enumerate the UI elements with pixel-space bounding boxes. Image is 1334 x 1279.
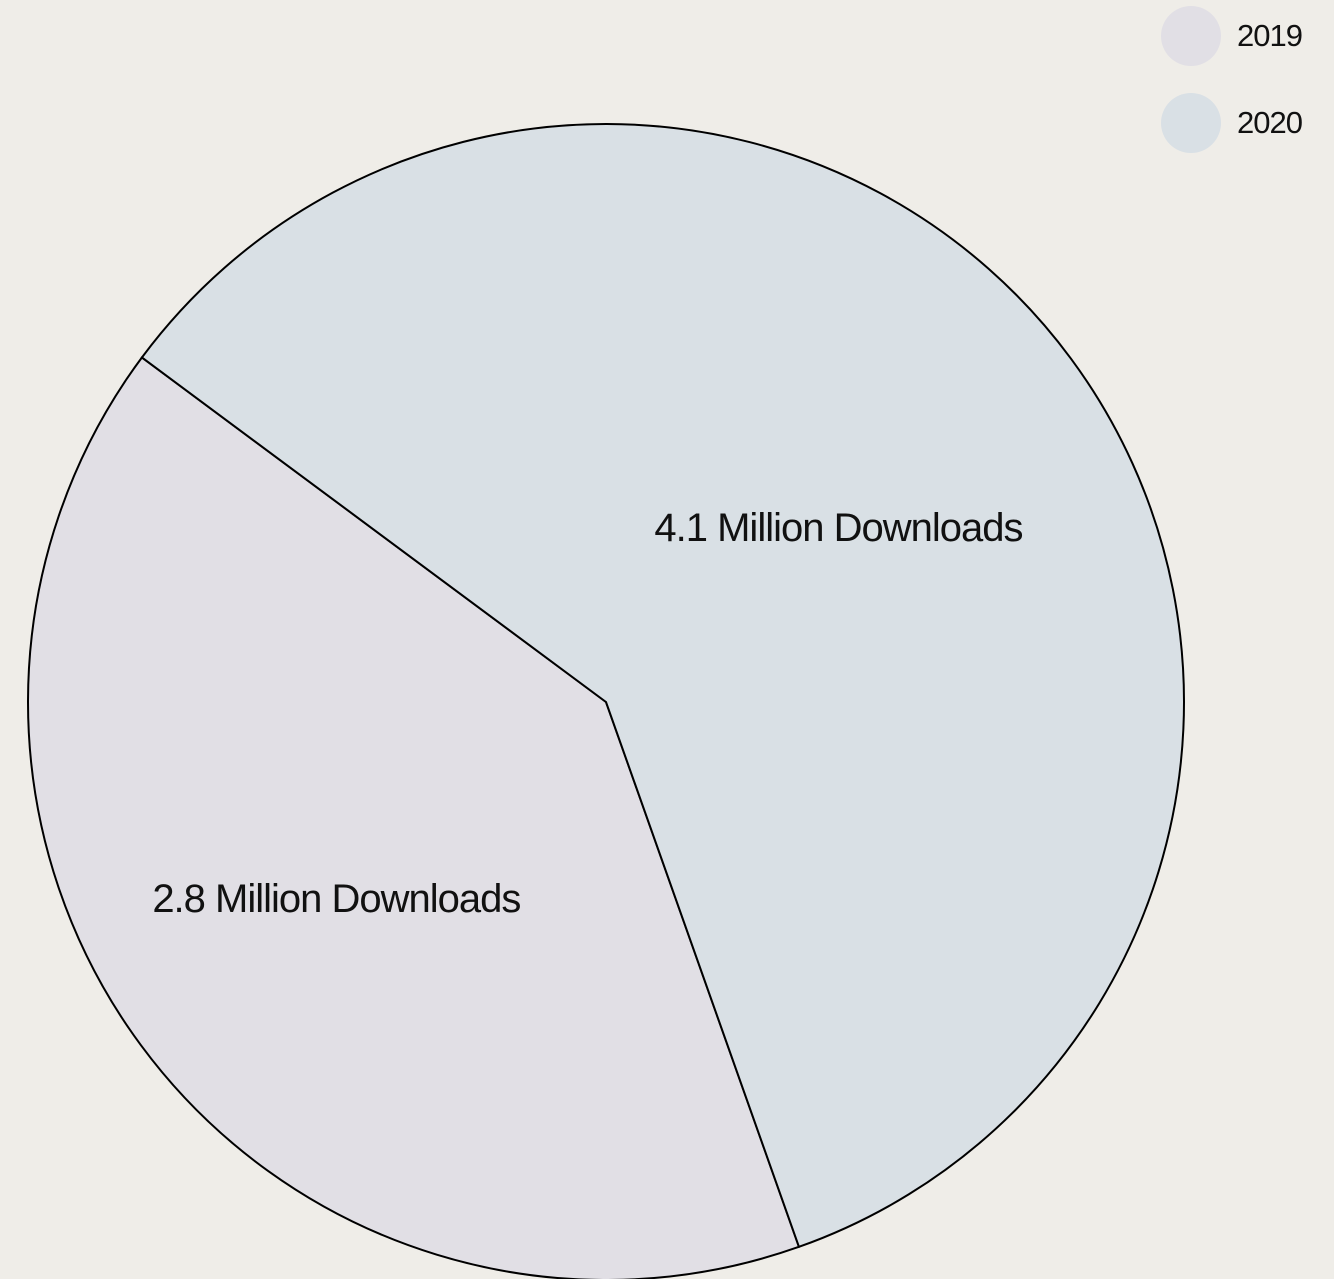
legend-swatch-2020 xyxy=(1161,93,1222,153)
slice-labels: 2.8 Million Downloads 4.1 Million Downloa… xyxy=(152,506,1023,921)
pie-slices xyxy=(27,123,1185,1279)
legend: 2019 2020 xyxy=(1161,6,1303,153)
legend-label-2020: 2020 xyxy=(1237,105,1303,140)
legend-label-2019: 2019 xyxy=(1237,18,1303,53)
legend-item-2020: 2020 xyxy=(1161,93,1303,153)
slice-label-2019: 2.8 Million Downloads xyxy=(152,877,520,921)
pie-slice-2019 xyxy=(27,356,801,1279)
slice-label-2020: 4.1 Million Downloads xyxy=(654,506,1022,550)
pie-slice-2020 xyxy=(140,123,1185,1249)
legend-swatch-2019 xyxy=(1161,6,1222,66)
legend-item-2019: 2019 xyxy=(1161,6,1303,66)
